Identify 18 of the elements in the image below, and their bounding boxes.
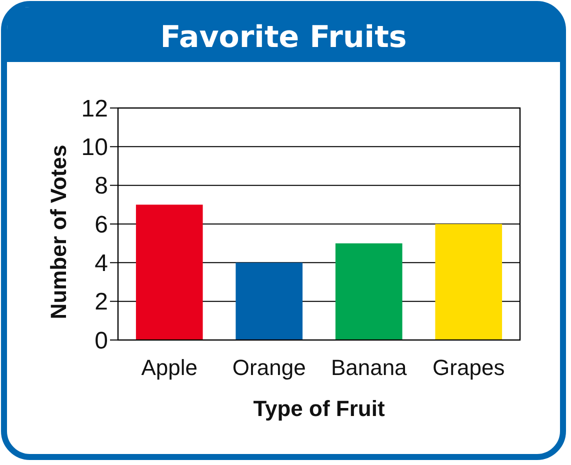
x-tick-label: Banana (330, 355, 408, 380)
bar (335, 243, 402, 340)
y-tick-label: 8 (94, 172, 108, 200)
x-tick-label: Orange (232, 355, 306, 380)
chart-title: Favorite Fruits (160, 20, 407, 55)
y-tick-label: 10 (81, 134, 108, 162)
bar (136, 204, 203, 340)
y-axis-title: Number of Votes (46, 144, 71, 320)
bar (236, 262, 303, 340)
x-tick-label: Apple (141, 355, 198, 380)
x-axis-title: Type of Fruit (253, 396, 386, 421)
y-tick-label: 2 (94, 288, 108, 316)
y-tick-label: 4 (94, 250, 108, 278)
y-tick-label: 0 (94, 327, 108, 354)
bar (435, 224, 502, 340)
y-tick-label: 6 (94, 211, 108, 238)
y-tick-label: 12 (81, 95, 108, 122)
x-tick-label: Grapes (432, 355, 505, 380)
